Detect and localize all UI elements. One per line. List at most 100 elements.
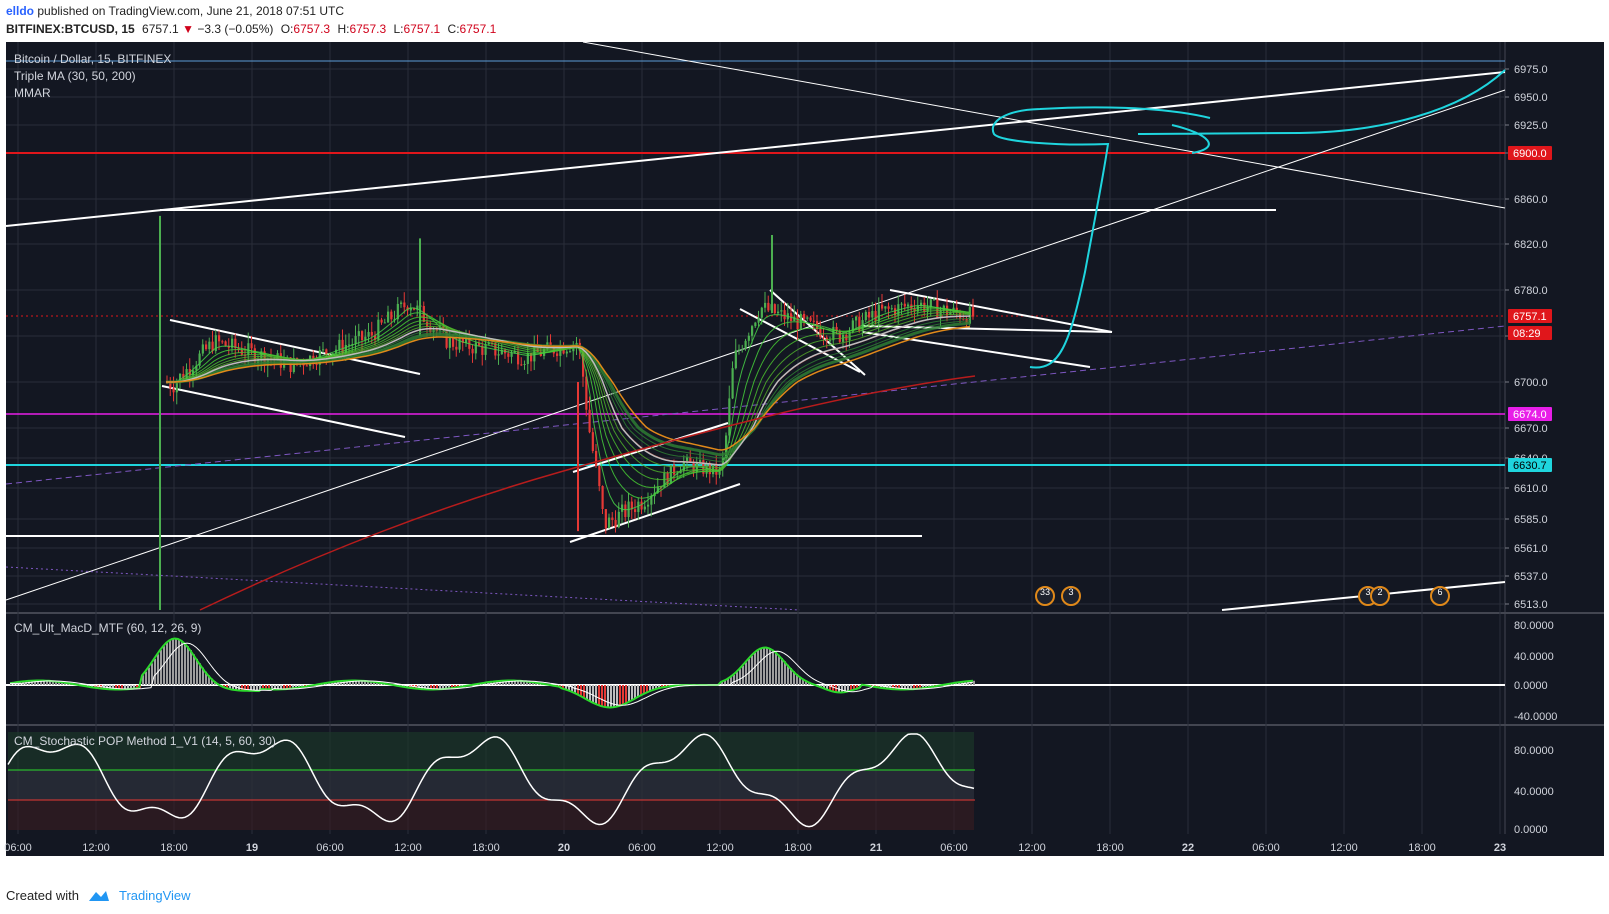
candle-body [250, 343, 253, 349]
candle-body [588, 409, 591, 433]
candle-body [585, 376, 588, 410]
price-marker-box [1508, 458, 1552, 472]
candle-body [344, 344, 347, 354]
macd-title[interactable]: CM_Ult_MacD_MTF (60, 12, 26, 9) [14, 621, 201, 635]
time-tick-label: 12:00 [1330, 842, 1358, 854]
macd-hist-bar [841, 685, 843, 693]
macd-hist-bar [202, 667, 204, 685]
macd-hist-bar [799, 676, 801, 685]
macd-hist-bar [436, 685, 438, 690]
candle-body [409, 307, 412, 311]
macd-hist-bar [790, 668, 792, 685]
macd-hist-bar [658, 685, 660, 689]
macd-hist-bar [442, 685, 444, 690]
candle-body [933, 299, 936, 301]
macd-hist-bar [721, 681, 723, 685]
candle-body [426, 321, 429, 327]
macd-hist-bar [787, 664, 789, 685]
candle-body [227, 346, 230, 348]
candle-body [253, 348, 256, 363]
macd-hist-bar [361, 680, 363, 685]
mmar-label[interactable]: MMAR [14, 86, 51, 100]
candle-body [247, 343, 250, 356]
candle-body [598, 465, 601, 487]
candle-body [617, 511, 620, 528]
macd-hist-bar [10, 683, 12, 685]
ma-30 [166, 315, 970, 466]
macd-hist-bar [640, 685, 642, 696]
price-tick-label: 6561.0 [1514, 543, 1548, 555]
macd-hist-bar [115, 685, 117, 690]
high-label: H: [337, 22, 350, 36]
macd-tick-label: 0.0000 [1514, 680, 1548, 692]
candle-body [396, 303, 399, 320]
candle-body [650, 496, 653, 505]
candle-body [526, 353, 529, 364]
candle-body [962, 318, 965, 320]
candle-body [390, 311, 393, 320]
low-value: 6757.1 [403, 22, 441, 36]
time-tick-label: 19 [246, 842, 258, 854]
tradingview-link[interactable]: TradingView [118, 888, 191, 903]
candle-body [611, 517, 614, 520]
candle-body [523, 363, 526, 365]
candle-body [887, 306, 890, 309]
macd-hist-bar [88, 685, 90, 687]
candle-body [874, 310, 877, 322]
candle-body [455, 346, 458, 350]
price-marker-label: 6674.0 [1513, 409, 1547, 421]
macd-hist-bar [742, 665, 744, 685]
macd-hist-bar [448, 685, 450, 689]
macd-hist-bar [352, 680, 354, 685]
macd-hist-bar [124, 685, 126, 690]
event-flag-icon [1061, 586, 1081, 606]
footer: Created with TradingView [6, 888, 191, 903]
close-label: C: [447, 22, 460, 36]
macd-hist-bar [832, 685, 834, 692]
candle-body [175, 381, 178, 393]
macd-hist-bar [175, 638, 177, 685]
candle-body [760, 307, 763, 318]
macd-hist-bar [244, 685, 246, 691]
macd-hist-bar [820, 685, 822, 687]
publish-info: elldo published on TradingView.com, June… [6, 4, 344, 18]
candle-body [315, 364, 318, 366]
macd-hist-bar [898, 685, 900, 690]
macd-hist-bar [184, 643, 186, 685]
time-tick-label: 18:00 [784, 842, 812, 854]
time-tick-label: 18:00 [160, 842, 188, 854]
macd-hist-bar [631, 685, 633, 701]
macd-hist-bar [757, 650, 759, 685]
macd-hist-bar [763, 647, 765, 685]
stoch-title[interactable]: CM_Stochastic POP Method 1_V1 (14, 5, 60… [14, 734, 276, 748]
candle-body [292, 358, 295, 373]
event-flag-icon [1430, 586, 1450, 606]
macd-hist-bar [634, 685, 636, 700]
price-marker-box [1508, 309, 1552, 323]
macd-hist-bar [91, 685, 93, 688]
candle-body [452, 337, 455, 347]
macd-hist-bar [652, 685, 654, 691]
candle-body [757, 317, 760, 323]
price-tick-label: 6975.0 [1514, 64, 1548, 76]
candle-body [559, 346, 562, 356]
macd-hist-bar [157, 654, 159, 685]
candle-body [637, 501, 640, 513]
macd-hist-bar [499, 680, 501, 685]
macd-hist-bar [922, 685, 924, 689]
candle-body [647, 504, 650, 507]
author-link[interactable]: elldo [6, 4, 35, 18]
triple-ma-label[interactable]: Triple MA (30, 50, 200) [14, 69, 136, 83]
price-tick-label: 6537.0 [1514, 571, 1548, 583]
macd-hist-bar [211, 678, 213, 685]
low-label: L: [393, 22, 404, 36]
candle-body [822, 337, 825, 339]
price-tick-label: 6585.0 [1514, 514, 1548, 526]
candle-body [725, 435, 728, 457]
price-marker-label: 6757.1 [1513, 311, 1547, 323]
time-tick-label: 18:00 [1408, 842, 1436, 854]
candle-body [179, 373, 182, 382]
ma-200 [199, 375, 976, 611]
price-tick-label: 6610.0 [1514, 483, 1548, 495]
